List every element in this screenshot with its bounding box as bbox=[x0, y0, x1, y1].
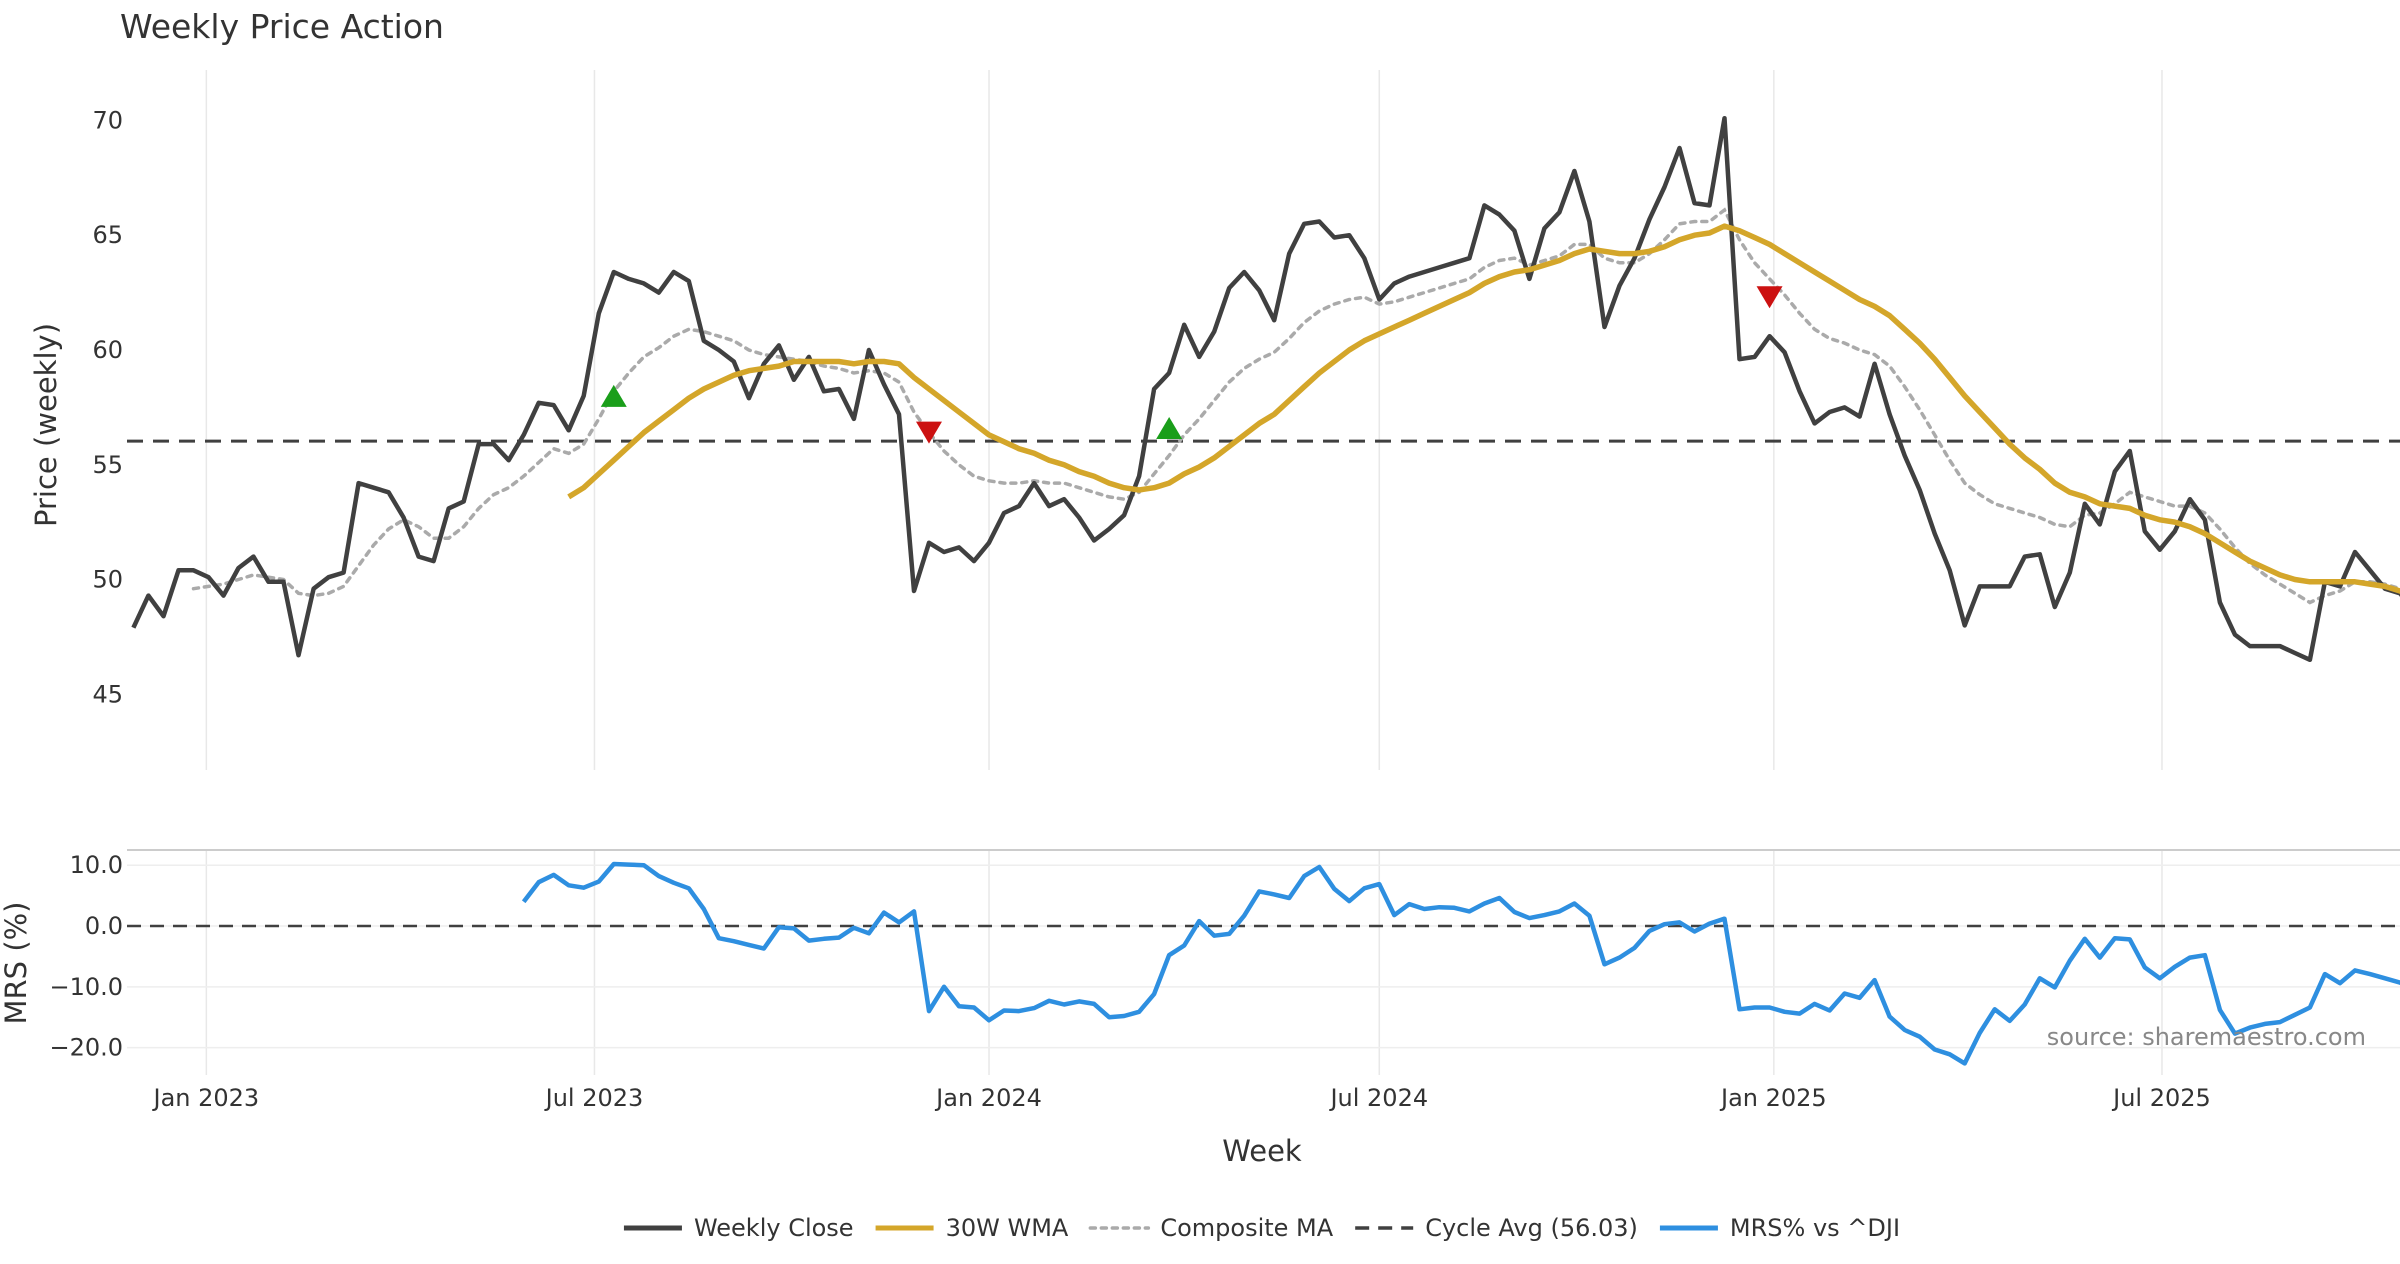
price-y-tick-label: 60 bbox=[92, 336, 123, 364]
mrs-y-axis-label: MRS (%) bbox=[0, 902, 33, 1025]
mrs-y-tick-label: 10.0 bbox=[70, 851, 123, 879]
price-y-tick-label: 50 bbox=[92, 566, 123, 594]
mrs-y-tick-label: −20.0 bbox=[49, 1034, 123, 1062]
price-panel bbox=[127, 118, 2400, 733]
legend-label: MRS% vs ^DJI bbox=[1730, 1214, 1900, 1242]
sell-signal-marker bbox=[1757, 286, 1783, 308]
x-tick-label: Jul 2025 bbox=[2111, 1084, 2211, 1112]
legend-label: 30W WMA bbox=[946, 1214, 1069, 1242]
legend-label: Weekly Close bbox=[694, 1214, 854, 1242]
weekly-close-series bbox=[133, 118, 2400, 733]
price-y-tick-label: 55 bbox=[92, 451, 123, 479]
price-y-tick-label: 70 bbox=[92, 106, 123, 134]
x-tick-label: Jan 2023 bbox=[151, 1084, 259, 1112]
buy-signal-marker bbox=[601, 385, 627, 407]
buy-signal-marker bbox=[1156, 417, 1182, 439]
composite-ma-series bbox=[194, 210, 2400, 667]
price-y-axis-label: Price (weekly) bbox=[29, 323, 63, 527]
legend: Weekly Close 30W WMA Composite MA Cycle Avg… bbox=[624, 1214, 1900, 1242]
source-note: source: sharemaestro.com bbox=[2047, 1023, 2366, 1051]
price-y-tick-label: 45 bbox=[92, 680, 123, 708]
x-tick-label: Jan 2025 bbox=[1719, 1084, 1827, 1112]
wma-30w-series bbox=[569, 226, 2400, 637]
x-tick-label: Jul 2024 bbox=[1328, 1084, 1428, 1112]
x-tick-label: Jan 2024 bbox=[934, 1084, 1042, 1112]
legend-label: Cycle Avg (56.03) bbox=[1425, 1214, 1638, 1242]
axis-layer: Jan 2023 Jul 2023 Jan 2024 Jul 2024 Jan 2025… bbox=[49, 106, 2210, 1112]
grid-layer bbox=[127, 70, 2400, 1075]
legend-label: Composite MA bbox=[1160, 1214, 1333, 1242]
chart-title: Weekly Price Action bbox=[120, 7, 444, 46]
mrs-y-tick-label: 0.0 bbox=[85, 912, 123, 940]
mrs-y-tick-label: −10.0 bbox=[49, 973, 123, 1001]
x-tick-label: Jul 2023 bbox=[544, 1084, 644, 1112]
price-y-tick-label: 65 bbox=[92, 221, 123, 249]
x-axis-label: Week bbox=[1222, 1134, 1302, 1168]
